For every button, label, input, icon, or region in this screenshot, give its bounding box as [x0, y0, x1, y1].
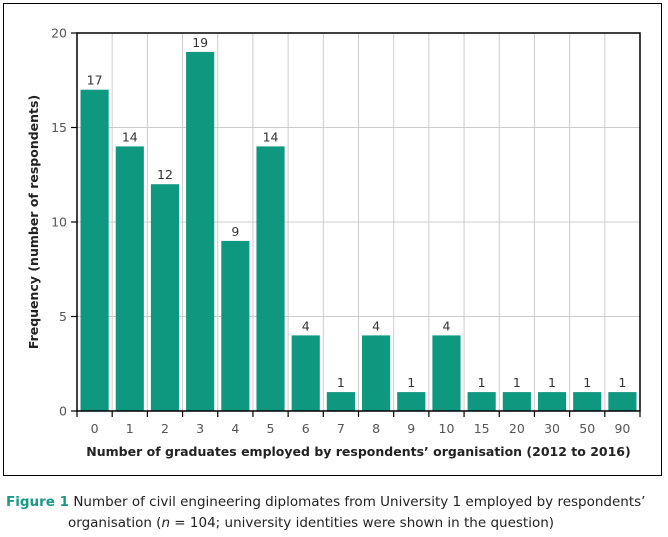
- caption-n-symbol: n: [161, 515, 171, 531]
- bar: [186, 51, 215, 412]
- bar: [397, 392, 426, 411]
- chart-frame: [3, 3, 662, 476]
- data-label: 1: [618, 375, 626, 390]
- data-label: 1: [513, 375, 521, 390]
- data-label: 1: [548, 375, 556, 390]
- data-label: 9: [231, 224, 239, 239]
- axes: [71, 32, 641, 417]
- x-tick-label: 50: [579, 421, 595, 436]
- data-label: 1: [583, 375, 591, 390]
- y-tick-label: 0: [59, 404, 67, 419]
- x-tick-label: 4: [231, 421, 239, 436]
- caption-line-2-pre: organisation (: [68, 515, 162, 531]
- x-tick-labels: 0 1 2 3 4 5 6 7 8 9 10 15 20 30 50 90: [91, 421, 631, 436]
- bar: [502, 392, 531, 411]
- bars: [80, 51, 637, 412]
- data-label: 4: [302, 318, 310, 333]
- y-tick-label: 20: [51, 26, 67, 41]
- data-label: 4: [372, 318, 380, 333]
- bar: [608, 392, 637, 411]
- caption-line-1: Number of civil engineering diplomates f…: [73, 494, 646, 510]
- data-label: 14: [122, 129, 138, 144]
- data-label: 14: [263, 129, 279, 144]
- bar: [467, 392, 496, 411]
- bar: [326, 392, 355, 411]
- x-tick-label: 0: [91, 421, 99, 436]
- x-tick-label: 3: [196, 421, 204, 436]
- x-tick-label: 90: [614, 421, 630, 436]
- data-label: 1: [478, 375, 486, 390]
- x-tick-label: 1: [126, 421, 134, 436]
- data-label: 1: [407, 375, 415, 390]
- bar: [150, 184, 180, 411]
- x-tick-label: 30: [544, 421, 560, 436]
- y-tick-label: 15: [51, 120, 67, 135]
- bar: [432, 335, 461, 411]
- bar: [256, 146, 285, 411]
- x-tick-label: 5: [267, 421, 275, 436]
- data-label: 12: [157, 167, 173, 182]
- x-tick-label: 15: [474, 421, 490, 436]
- bar: [291, 335, 320, 411]
- x-axis-title: Number of graduates employed by responde…: [86, 444, 630, 459]
- x-tick-label: 9: [407, 421, 415, 436]
- x-tick-label: 20: [509, 421, 525, 436]
- bar: [362, 335, 391, 411]
- y-tick-label: 10: [51, 215, 67, 230]
- x-tick-label: 2: [161, 421, 169, 436]
- bar: [221, 240, 250, 411]
- figure-caption: Figure 1 Number of civil engineering dip…: [6, 492, 666, 534]
- data-label: 17: [87, 73, 103, 88]
- caption-line-2-post: = 104; university identities were shown …: [170, 515, 555, 531]
- bar: [573, 392, 602, 411]
- data-label: 1: [337, 375, 345, 390]
- figure-label: Figure 1: [6, 494, 70, 510]
- caption-line-2: organisation (n = 104; university identi…: [6, 513, 666, 534]
- x-tick-label: 8: [372, 421, 380, 436]
- y-axis-title: Frequency (number of respondents): [26, 95, 41, 349]
- x-tick-label: 6: [302, 421, 310, 436]
- bar: [537, 392, 567, 411]
- y-tick-labels: 0 5 10 15 20: [51, 26, 67, 419]
- x-tick-label: 10: [439, 421, 455, 436]
- x-tick-label: 7: [337, 421, 345, 436]
- data-label: 19: [192, 35, 208, 50]
- y-tick-label: 5: [59, 309, 67, 324]
- data-label: 4: [442, 318, 450, 333]
- bar: [80, 89, 109, 411]
- bar: [115, 146, 144, 411]
